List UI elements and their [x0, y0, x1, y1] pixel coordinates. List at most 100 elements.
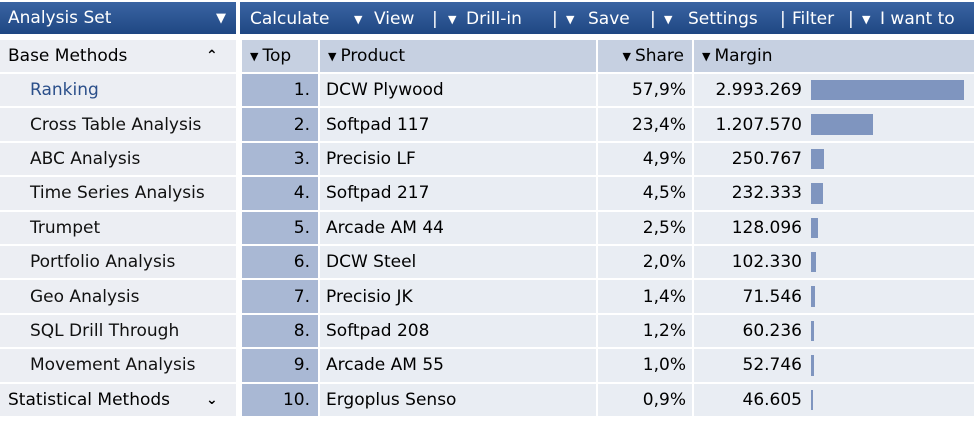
margin-label: 1.207.570 [715, 114, 802, 135]
rank-cell: 3. [242, 142, 318, 176]
margin-cell [694, 280, 974, 313]
margin-bar [811, 320, 815, 342]
dropdown-arrow: ▼ [354, 12, 363, 26]
share-cell: 4,5% [598, 177, 692, 210]
rank-cell: 9. [242, 349, 318, 382]
product-cell: Precisio JK [320, 280, 596, 313]
dropdown-arrow: ▼ [448, 12, 457, 26]
sort-arrow: ▼ [328, 49, 337, 63]
dropdown-arrow: ▼ [862, 12, 871, 26]
collapse-icon: ⌃ [206, 48, 218, 64]
share-cell: 2,5% [598, 211, 692, 244]
margin-cell [694, 142, 974, 176]
column-label: Product [340, 46, 406, 66]
product-cell: Softpad 208 [320, 314, 596, 348]
share-cell: 57,9% [598, 74, 692, 107]
share-cell: 0,9% [598, 383, 692, 416]
margin-bar [811, 114, 873, 135]
toolbar-button[interactable]: Drill-in [466, 9, 522, 29]
rank-cell: 7. [242, 280, 318, 313]
column-header[interactable]: ▼ Product [320, 40, 596, 72]
sort-arrow: ▼ [250, 49, 259, 63]
rank-cell: 8. [242, 314, 318, 348]
margin-cell [694, 246, 974, 279]
column-label: Top [262, 46, 292, 66]
share-cell: 2,0% [598, 246, 692, 279]
margin-cell [694, 314, 974, 348]
column-header[interactable]: ▼ Share [598, 40, 692, 72]
margin-label: 2.993.269 [715, 80, 802, 101]
column-label: Margin [714, 46, 773, 66]
method-item[interactable]: ABC Analysis [0, 142, 236, 176]
margin-cell [694, 211, 974, 244]
product-cell: Arcade AM 44 [320, 211, 596, 244]
margin-label: 60.236 [742, 320, 802, 341]
margin-bar [811, 252, 817, 273]
method-item[interactable]: Ranking [0, 74, 236, 107]
separator: | [848, 9, 854, 29]
product-cell: Ergoplus Senso [320, 383, 596, 416]
share-cell: 1,4% [598, 280, 692, 313]
rank-cell: 2. [242, 108, 318, 141]
method-item[interactable]: Geo Analysis [0, 280, 236, 313]
toolbar-button[interactable]: Settings [688, 9, 758, 29]
column-header[interactable]: ▼ Top [242, 40, 318, 72]
toolbar-button[interactable]: Save [588, 9, 630, 29]
dropdown-label: Analysis Set [8, 8, 112, 28]
toolbar: Calculate ▼ View | ▼ Drill-in | ▼ Save |… [240, 2, 974, 34]
method-item[interactable]: SQL Drill Through [0, 314, 236, 348]
section-header[interactable]: Statistical Methods [0, 383, 236, 416]
margin-label: 71.546 [742, 286, 802, 307]
margin-label: 46.605 [742, 389, 802, 410]
rank-cell: 10. [242, 383, 318, 416]
margin-label: 52.746 [742, 355, 802, 376]
margin-label: 250.767 [731, 148, 802, 169]
method-item[interactable]: Time Series Analysis [0, 177, 236, 210]
product-cell: Softpad 217 [320, 177, 596, 210]
share-cell: 1,2% [598, 314, 692, 348]
product-cell: Arcade AM 55 [320, 349, 596, 382]
toolbar-button[interactable]: Filter [792, 9, 835, 29]
margin-bar [811, 80, 964, 101]
method-item[interactable]: Portfolio Analysis [0, 246, 236, 279]
method-item[interactable]: Cross Table Analysis [0, 108, 236, 141]
rank-cell: 4. [242, 177, 318, 210]
expand-icon: ⌄ [206, 391, 218, 408]
toolbar-button[interactable]: I want to [880, 9, 955, 29]
margin-bar [811, 389, 814, 410]
rank-cell: 6. [242, 246, 318, 279]
column-header[interactable]: ▼ Margin [694, 40, 974, 72]
column-label: Share [634, 46, 684, 66]
margin-cell [694, 177, 974, 210]
share-cell: 1,0% [598, 349, 692, 382]
share-cell: 23,4% [598, 108, 692, 141]
margin-cell [694, 349, 974, 382]
toolbar-button[interactable]: Calculate [250, 9, 330, 29]
separator: | [650, 9, 656, 29]
product-cell: Softpad 117 [320, 108, 596, 141]
sort-arrow: ▼ [702, 49, 711, 63]
section-header[interactable]: Base Methods [0, 40, 236, 72]
method-item[interactable]: Movement Analysis [0, 349, 236, 382]
product-cell: DCW Steel [320, 246, 596, 279]
separator: | [432, 9, 438, 29]
analysis-set-dropdown[interactable]: Analysis Set ▼ [0, 2, 236, 34]
dropdown-arrow: ▼ [664, 12, 673, 26]
rank-cell: 5. [242, 211, 318, 244]
margin-bar [811, 355, 814, 376]
separator: | [780, 9, 786, 29]
margin-bar [811, 286, 815, 307]
dropdown-arrow: ▼ [566, 12, 575, 26]
margin-bar [811, 183, 823, 204]
margin-label: 102.330 [731, 252, 802, 273]
toolbar-button[interactable]: View [374, 9, 415, 29]
margin-label: 232.333 [731, 183, 802, 204]
product-cell: Precisio LF [320, 142, 596, 176]
margin-bar [811, 148, 824, 170]
product-cell: DCW Plywood [320, 74, 596, 107]
dropdown-arrow: ▼ [216, 10, 226, 26]
margin-label: 128.096 [731, 217, 802, 238]
share-cell: 4,9% [598, 142, 692, 176]
method-item[interactable]: Trumpet [0, 211, 236, 244]
